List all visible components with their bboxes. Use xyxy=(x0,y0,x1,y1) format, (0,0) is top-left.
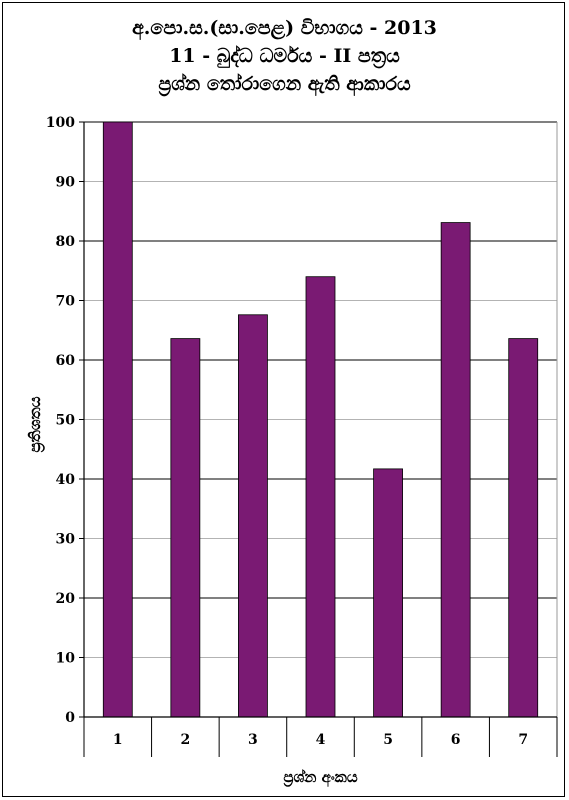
x-tick-label: 5 xyxy=(383,732,393,748)
x-tick-label: 7 xyxy=(518,732,528,748)
bar xyxy=(373,468,403,718)
y-tick-label: 80 xyxy=(56,234,76,250)
y-tick-label: 10 xyxy=(56,651,76,667)
y-tick-label: 30 xyxy=(56,532,76,548)
y-tick-label: 60 xyxy=(56,353,76,369)
x-tick-label: 6 xyxy=(451,732,461,748)
x-axis-title: ප්‍රශ්න අංකය xyxy=(283,768,358,788)
tick-labels: 0 10 20 30 40 50 60 70 80 90 100 1 2 3 4 5 6 7 xyxy=(46,115,528,748)
chart-title-line-2: 11 - බුද්ධ ධර්මය - II පත්‍රය xyxy=(169,45,400,67)
y-tick-label: 100 xyxy=(46,115,75,131)
y-tick-label: 90 xyxy=(56,175,76,191)
bar xyxy=(102,121,133,718)
axes xyxy=(79,121,558,757)
chart-title-line-1: අ.පො.ස.(සා.පෙළ) විභාගය - 2013 xyxy=(132,17,437,39)
x-tick-label: 2 xyxy=(180,732,190,748)
bar xyxy=(170,338,201,718)
y-tick-label: 0 xyxy=(65,710,75,726)
chart-title: අ.පො.ස.(සා.පෙළ) විභාගය - 2013 11 - බුද්ධ… xyxy=(0,14,569,98)
y-tick-label: 20 xyxy=(56,591,76,607)
bar xyxy=(238,314,268,718)
bar xyxy=(305,276,336,718)
x-tick-label: 1 xyxy=(113,732,123,748)
y-tick-label: 40 xyxy=(56,472,76,488)
y-axis-title: ප්‍රතිශතය xyxy=(26,396,46,452)
x-tick-label: 4 xyxy=(316,732,326,748)
bars xyxy=(102,121,539,718)
y-tick-label: 70 xyxy=(56,294,76,310)
bar xyxy=(440,222,471,718)
y-tick-label: 50 xyxy=(56,413,76,429)
chart-title-line-3: ප්‍රශ්න තෝරාගෙන ඇති ආකාරය xyxy=(158,73,411,95)
x-tick-label: 3 xyxy=(248,732,258,748)
bar xyxy=(508,338,539,718)
